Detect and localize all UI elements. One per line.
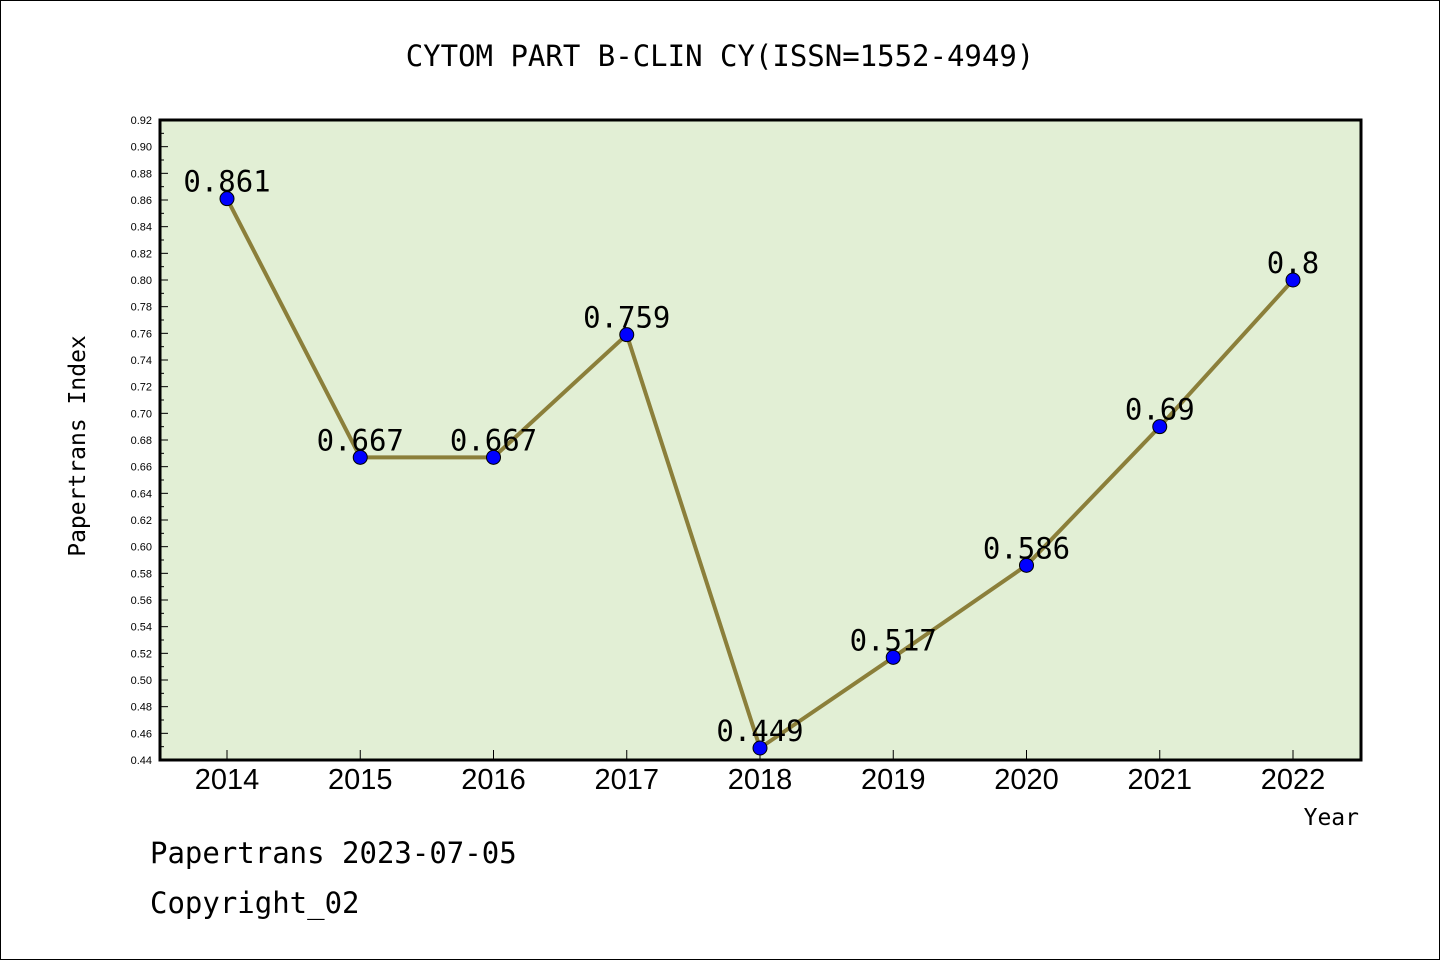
y-tick-label: 0.78 — [131, 302, 152, 314]
footer-copyright: Copyright_02 — [150, 886, 360, 920]
y-axis: 0.44 0.46 0.48 0.50 0.52 0.54 0.56 0.58 0.60 0.62… — [131, 115, 168, 767]
y-tick-label: 0.86 — [131, 195, 152, 207]
x-tick-label: 2015 — [328, 764, 393, 796]
y-tick-label: 0.44 — [131, 755, 152, 767]
y-tick-label: 0.88 — [131, 168, 152, 180]
chart-title: CYTOM PART B-CLIN CY(ISSN=1552-4949) — [406, 39, 1035, 73]
y-axis-label: Papertrans Index — [65, 335, 91, 557]
y-tick-label: 0.62 — [131, 515, 152, 527]
plot-area — [158, 118, 1363, 762]
x-tick-label: 2017 — [594, 764, 659, 796]
data-point — [1019, 557, 1034, 573]
y-tick-label: 0.50 — [131, 675, 152, 687]
x-tick-label: 2018 — [728, 764, 793, 796]
footer-date: Papertrans 2023-07-05 — [150, 836, 517, 870]
y-tick-label: 0.68 — [131, 435, 152, 447]
y-tick-label: 0.92 — [131, 115, 152, 127]
data-label: 0.586 — [983, 531, 1070, 565]
y-tick-label: 0.52 — [131, 648, 152, 660]
y-tick-label: 0.48 — [131, 702, 152, 714]
y-tick-label: 0.60 — [131, 542, 152, 554]
data-label: 0.667 — [450, 423, 537, 457]
y-tick-label: 0.46 — [131, 728, 152, 740]
x-axis-label: Year — [1304, 805, 1359, 831]
y-tick-label: 0.84 — [131, 222, 152, 234]
y-tick-label: 0.58 — [131, 568, 152, 580]
y-tick-label: 0.70 — [131, 408, 152, 420]
data-point — [352, 449, 368, 465]
data-label: 0.8 — [1267, 246, 1319, 280]
y-tick-label: 0.56 — [131, 595, 152, 607]
x-axis: 2014 2015 2016 2017 2018 2019 2020 2021 2022 — [195, 750, 1326, 796]
data-label: 0.517 — [850, 623, 937, 657]
data-label: 0.449 — [716, 714, 803, 748]
data-label: 0.667 — [317, 423, 404, 457]
x-tick-label: 2016 — [461, 764, 526, 796]
y-tick-label: 0.54 — [131, 622, 152, 634]
y-tick-label: 0.64 — [131, 488, 152, 500]
data-label: 0.759 — [583, 301, 670, 335]
data-point — [885, 649, 901, 665]
data-markers — [219, 191, 1301, 756]
x-tick-label: 2022 — [1261, 764, 1326, 796]
data-point — [486, 449, 501, 465]
data-point — [219, 191, 235, 207]
data-labels: 0.861 0.667 0.667 0.759 0.449 0.517 0.586 0.69 0… — [183, 165, 1319, 748]
y-tick-label: 0.74 — [131, 355, 152, 367]
data-point — [752, 740, 768, 756]
x-tick-label: 2019 — [861, 764, 926, 796]
y-tick-label: 0.90 — [131, 142, 152, 154]
data-label: 0.69 — [1125, 393, 1195, 427]
y-tick-label: 0.82 — [131, 248, 152, 260]
data-point — [1152, 419, 1168, 435]
y-tick-label: 0.80 — [131, 275, 152, 287]
x-tick-label: 2014 — [195, 764, 260, 796]
x-tick-label: 2021 — [1127, 764, 1192, 796]
data-point — [1285, 272, 1301, 288]
y-tick-label: 0.76 — [131, 328, 152, 340]
data-point — [619, 327, 635, 343]
x-tick-label: 2020 — [994, 764, 1059, 796]
y-tick-label: 0.66 — [131, 462, 152, 474]
y-tick-label: 0.72 — [131, 382, 152, 394]
data-label: 0.861 — [183, 165, 270, 199]
